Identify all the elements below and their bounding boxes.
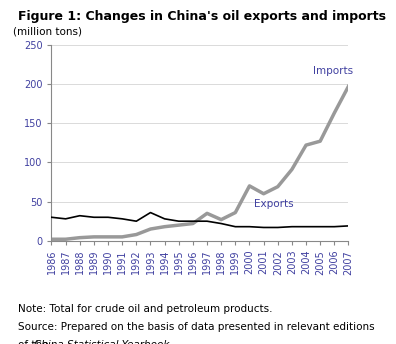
Text: Figure 1: Changes in China's oil exports and imports: Figure 1: Changes in China's oil exports… <box>18 10 386 23</box>
Text: (million tons): (million tons) <box>13 27 82 37</box>
Text: of the: of the <box>18 340 51 344</box>
Text: Imports: Imports <box>313 66 353 76</box>
Text: Source: Prepared on the basis of data presented in relevant editions: Source: Prepared on the basis of data pr… <box>18 322 375 332</box>
Text: Note: Total for crude oil and petroleum products.: Note: Total for crude oil and petroleum … <box>18 304 272 314</box>
Text: China Statistical Yearbook: China Statistical Yearbook <box>34 340 169 344</box>
Text: Exports: Exports <box>254 200 293 209</box>
